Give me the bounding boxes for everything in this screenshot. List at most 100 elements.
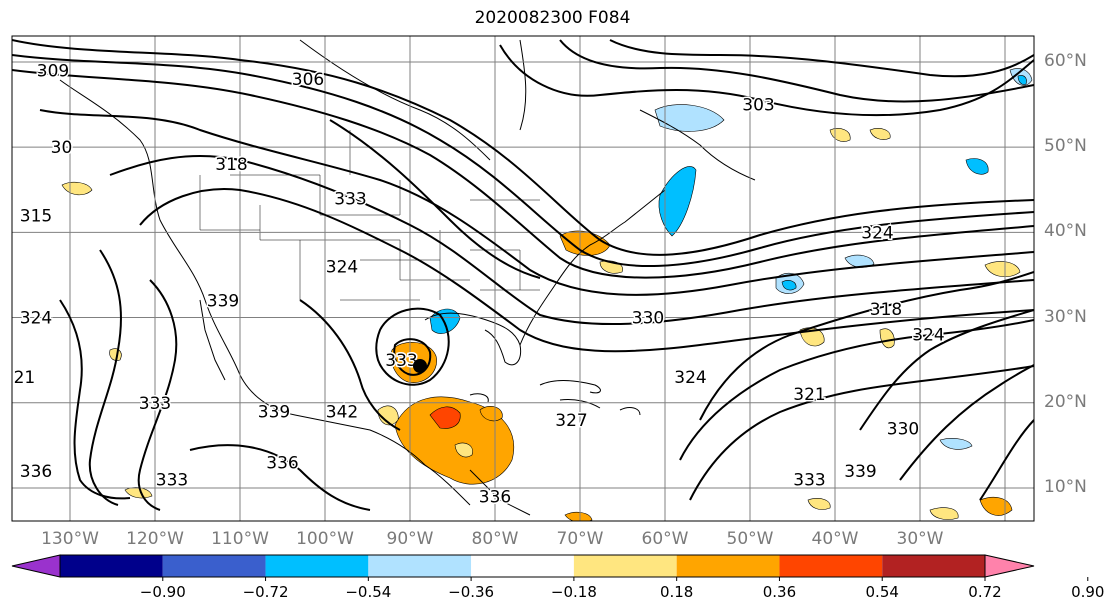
colorbar-extend-high bbox=[984, 554, 1035, 578]
longitude-label: 70°W bbox=[556, 529, 604, 549]
colorbar-tick-label: −0.18 bbox=[550, 583, 597, 601]
contour-line bbox=[979, 419, 1034, 501]
contour-line bbox=[679, 319, 1034, 461]
contour-label: 309 bbox=[130, 19, 162, 39]
shaded-region bbox=[654, 104, 725, 132]
shaded-region bbox=[807, 498, 831, 510]
contour-labels: 3093093063003033031831533332433932132433… bbox=[0, 10, 946, 509]
colorbar-segment bbox=[676, 555, 780, 577]
contour-line bbox=[609, 39, 1034, 78]
colorbar-segment bbox=[573, 555, 677, 577]
coastlines bbox=[59, 39, 756, 516]
map-title: 2020082300 F084 bbox=[474, 8, 631, 28]
contour-line bbox=[899, 364, 1034, 481]
contour-label: 324 bbox=[674, 368, 706, 388]
contour-label: 306 bbox=[292, 70, 324, 90]
contour-label: 324 bbox=[326, 257, 358, 277]
contour-label: 324 bbox=[20, 309, 52, 329]
colorbar-tick-label: 0.36 bbox=[762, 583, 797, 601]
contour-line bbox=[12, 69, 1034, 279]
shaded-region bbox=[844, 254, 875, 268]
shaded-region bbox=[564, 511, 593, 521]
latitude-label: 50°N bbox=[1044, 136, 1087, 157]
colorbar-extend-low bbox=[11, 554, 61, 578]
longitude-label: 30°W bbox=[896, 529, 944, 549]
contour-line bbox=[137, 279, 178, 511]
colorbar-tick-label: −0.72 bbox=[242, 583, 289, 601]
contour-label: 342 bbox=[326, 402, 358, 422]
contour-label: 315 bbox=[20, 206, 52, 226]
colorbar-tick-label: 0.90 bbox=[1071, 583, 1105, 601]
contour-label: 333 bbox=[139, 394, 171, 414]
contour-label: 336 bbox=[479, 487, 511, 507]
colorbar bbox=[11, 554, 1089, 581]
contour-line bbox=[299, 299, 401, 431]
longitude-label: 40°W bbox=[811, 529, 859, 549]
colorbar-segment bbox=[779, 555, 883, 577]
colorbar-segment bbox=[265, 555, 369, 577]
longitude-label: 80°W bbox=[471, 529, 519, 549]
contour-label: 30 bbox=[51, 138, 73, 158]
longitude-label: 50°W bbox=[726, 529, 774, 549]
contour-line bbox=[189, 444, 371, 511]
colorbar-frame bbox=[59, 554, 986, 578]
colorbar-tick-label: 0.18 bbox=[659, 583, 694, 601]
contour-line bbox=[109, 155, 1034, 326]
coastline bbox=[539, 380, 601, 394]
contour-label: 333 bbox=[334, 189, 366, 209]
colorbar-segment bbox=[471, 555, 574, 577]
colorbar-segment bbox=[882, 555, 985, 577]
colorbar-tick-label: 0.54 bbox=[865, 583, 899, 601]
coastline bbox=[559, 399, 601, 409]
colorbar-tick-label: 0.72 bbox=[968, 583, 1002, 601]
contour-label: 333 bbox=[385, 351, 417, 371]
contour-line bbox=[12, 39, 1034, 256]
contour-line bbox=[329, 119, 541, 279]
contour-line bbox=[375, 307, 450, 386]
contour-label: 300 bbox=[581, 10, 613, 30]
shaded-region bbox=[1017, 75, 1027, 85]
shaded-region bbox=[965, 158, 989, 175]
low-center-marker bbox=[413, 359, 427, 373]
contour-label: 336 bbox=[20, 462, 52, 482]
contour-label: 324 bbox=[912, 326, 944, 346]
contour-label: 339 bbox=[844, 462, 876, 482]
political-border bbox=[470, 249, 521, 290]
contour-label: 321 bbox=[0, 274, 1, 294]
contour-line bbox=[499, 44, 1034, 117]
coastline bbox=[519, 189, 666, 346]
contour-line bbox=[689, 365, 1034, 501]
longitude-label: 60°W bbox=[641, 529, 689, 549]
contour-label: 303 bbox=[742, 96, 774, 116]
coastline bbox=[519, 39, 527, 131]
colorbar-tick-label: −0.54 bbox=[345, 583, 392, 601]
contour-line bbox=[859, 309, 1034, 431]
latitude-label: 60°N bbox=[1044, 50, 1087, 71]
latitude-label: 10°N bbox=[1044, 476, 1087, 497]
contour-label: 330 bbox=[632, 309, 664, 329]
contour-label: 339 bbox=[0, 453, 10, 473]
political-border bbox=[259, 205, 330, 241]
contour-label: 333 bbox=[793, 470, 825, 490]
longitude-label: 130°W bbox=[41, 529, 99, 549]
shaded-region bbox=[984, 261, 1021, 278]
shaded-region bbox=[869, 128, 891, 140]
longitude-label: 120°W bbox=[126, 529, 184, 549]
coastline bbox=[469, 393, 489, 403]
shaded-region bbox=[929, 507, 959, 520]
contour-label: 333 bbox=[156, 470, 188, 490]
contour-label: 321 bbox=[3, 368, 35, 388]
shaded-region bbox=[939, 438, 973, 450]
coastline bbox=[469, 469, 531, 516]
colorbar-tick-label: −0.36 bbox=[448, 583, 495, 601]
contour-label: 330 bbox=[887, 419, 919, 439]
contour-label: 336 bbox=[266, 453, 298, 473]
contour-lines bbox=[12, 39, 1034, 511]
contour-label: 318 bbox=[870, 300, 902, 320]
contour-label: 324 bbox=[861, 223, 893, 243]
contour-line bbox=[12, 54, 1034, 268]
shaded-region bbox=[658, 166, 697, 237]
contour-label: 339 bbox=[258, 402, 290, 422]
colorbar-tick-label: −0.90 bbox=[139, 583, 186, 601]
